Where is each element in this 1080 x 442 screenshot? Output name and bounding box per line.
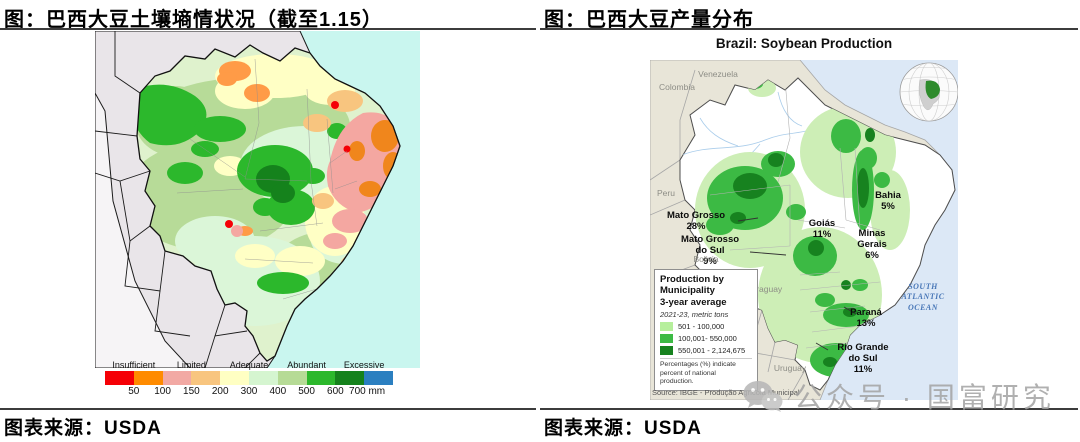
soybean-production-map: Mato Grosso 28% Mato Grosso do Sul 9% Go… [649,59,959,401]
state-label-goias: Goiás 11% [808,218,836,241]
legend-swatch [306,371,336,385]
legend-swatch [277,371,307,385]
legend-swatch [248,371,278,385]
right-figure-title: 图：巴西大豆产量分布 [544,9,754,31]
legend-swatch [105,371,134,385]
legend-swatch [660,346,673,356]
right-title-rule [540,28,1078,30]
watermark: 公众号 · 国富研究 [742,376,1055,416]
state-label-minas-gerais: Minas Gerais 6% [857,228,887,262]
state-label-mato-grosso-do-sul: Mato Grosso do Sul 9% [680,234,740,268]
soil-moisture-map [94,30,420,369]
left-footer-rule [0,408,536,410]
left-figure-source: 图表来源：USDA [4,418,162,439]
country-label-colombia: Colombia [659,82,695,92]
legend-swatch [191,371,221,385]
globe-inset [899,62,959,122]
legend-swatch [660,322,673,332]
legend-category: Limited [176,360,206,370]
state-label-parana: Paraná 13% [850,307,882,330]
left-figure-panel: 图：巴西大豆土壤墒情状况（截至1.15） [0,0,538,442]
legend-tick: 700 mm [349,386,386,397]
country-label-bolivia: Bolivia [693,254,719,264]
moisture-legend-categories: Insufficient Limited Adequate Abundant E… [105,360,393,370]
legend-tick: 500 [298,386,315,397]
legend-swatch [133,371,163,385]
legend-note: Percentages (%) indicate percent of nati… [660,358,752,386]
left-figure-title: 图：巴西大豆土壤墒情状况（截至1.15） [4,9,383,31]
legend-swatch [660,334,673,344]
legend-swatch [364,371,393,385]
legend-swatch [335,371,365,385]
map-source-note: Source: IBGE - Produção Agrícola Municip… [652,388,800,397]
legend-category: Adequate [229,360,269,370]
legend-tick: 50 [128,386,140,397]
production-map-graphic [649,59,959,401]
legend-tick: 100 [154,386,171,397]
ocean-label: SOUTH ATLANTIC OCEAN [901,282,945,312]
state-label-bahia: Bahia 5% [875,190,901,213]
legend-category: Insufficient [112,360,156,370]
legend-tick: 300 [240,386,258,397]
legend-swatch [162,371,192,385]
production-map-title: Brazil: Soybean Production [715,36,893,51]
legend-title: Production by Municipality [660,274,724,297]
moisture-legend-ticks: 50 100 150 200 300 400 500 600 700 mm [105,385,393,397]
wechat-icon [743,381,783,412]
moisture-legend: Insufficient Limited Adequate Abundant E… [105,360,393,397]
production-legend: Production by Municipality 3-year averag… [654,269,758,391]
legend-item: 550,001 - 2,124,675 [660,346,752,356]
legend-tick: 400 [269,386,287,397]
country-label-venezuela: Venezuela [698,69,738,79]
legend-category: Excessive [343,360,385,370]
legend-item: 501 - 100,000 [660,322,752,332]
legend-tick: 150 [183,386,200,397]
state-label-mato-grosso: Mato Grosso 28% [666,210,726,233]
watermark-text: 公众号 · 国富研究 [794,382,1055,413]
legend-swatch [220,371,249,385]
country-label-uruguay: Uruguay [773,363,807,373]
right-footer-rule [540,408,1078,410]
legend-item: 100,001- 550,000 [660,334,752,344]
legend-tick: 600 [327,386,344,397]
legend-category: Abundant [287,360,326,370]
left-title-rule [0,28,536,30]
country-label-paraguay: Paraguay [745,284,783,294]
right-figure-panel: 图：巴西大豆产量分布 Brazil: Soybean Production [540,0,1080,442]
right-figure-source: 图表来源：USDA [544,418,702,439]
country-label-peru: Peru [657,188,675,198]
legend-subtitle: 2021-23, metric tons [660,310,729,320]
legend-tick: 200 [211,386,229,397]
state-label-rio-grande-do-sul: Rio Grande do Sul 11% [837,342,889,376]
moisture-color-bar [105,371,393,385]
soil-moisture-map-graphic [94,30,420,369]
